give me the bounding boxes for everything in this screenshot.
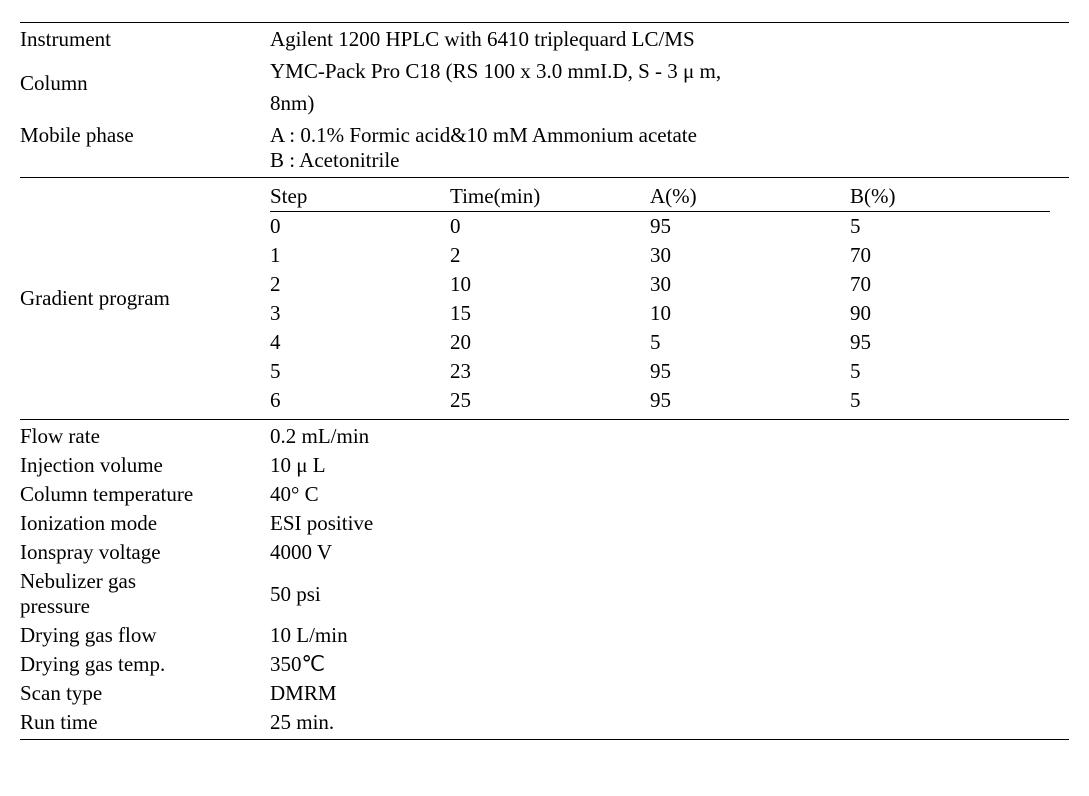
- row-drying-gas-temp: Drying gas temp. 350℃: [20, 650, 1069, 679]
- value-column: YMC-Pack Pro C18 (RS 100 x 3.0 mmI.D, S …: [270, 54, 1069, 121]
- row-drying-gas-flow: Drying gas flow 10 L/min: [20, 621, 1069, 650]
- gradient-cell-a: 5: [650, 328, 850, 357]
- value-mobile-phase-b: B : Acetonitrile: [270, 148, 1069, 173]
- gradient-cell-b: 5: [850, 386, 1050, 415]
- label-nebulizer-gas-pressure: Nebulizer gas pressure: [20, 567, 270, 621]
- row-injection-volume: Injection volume 10 μ L: [20, 451, 1069, 480]
- row-column-temperature: Column temperature 40° C: [20, 480, 1069, 509]
- value-drying-gas-flow: 10 L/min: [270, 621, 1069, 650]
- gradient-cell-b: 95: [850, 328, 1050, 357]
- label-ionization-mode: Ionization mode: [20, 509, 270, 538]
- value-instrument: Agilent 1200 HPLC with 6410 triplequard …: [270, 25, 1069, 54]
- rule-before-gradient: [20, 177, 1069, 178]
- label-ionspray-voltage: Ionspray voltage: [20, 538, 270, 567]
- label-run-time: Run time: [20, 708, 270, 737]
- gradient-row: 123070: [270, 241, 1069, 270]
- row-ionspray-voltage: Ionspray voltage 4000 V: [20, 538, 1069, 567]
- gradient-row: 00955: [270, 212, 1069, 241]
- value-flow-rate: 0.2 mL/min: [270, 422, 1069, 451]
- value-drying-gas-temp: 350℃: [270, 650, 1069, 679]
- value-injection-volume: 10 μ L: [270, 451, 1069, 480]
- row-run-time: Run time 25 min.: [20, 708, 1069, 737]
- gradient-cell-a: 95: [650, 357, 850, 386]
- row-mobile-phase: Mobile phase A : 0.1% Formic acid&10 mM …: [20, 121, 1069, 175]
- value-scan-type: DMRM: [270, 679, 1069, 708]
- value-ionization-mode: ESI positive: [270, 509, 1069, 538]
- gradient-row: 625955: [270, 386, 1069, 415]
- gradient-body: 0095512307021030703151090420595523955625…: [270, 212, 1069, 415]
- gradient-cell-time: 2: [450, 241, 650, 270]
- rule-after-gradient: [20, 419, 1069, 420]
- gradient-cell-step: 2: [270, 270, 450, 299]
- gradient-row: 3151090: [270, 299, 1069, 328]
- gradient-cell-time: 20: [450, 328, 650, 357]
- gradient-cell-time: 0: [450, 212, 650, 241]
- gradient-header-step: Step: [270, 182, 450, 212]
- value-ionspray-voltage: 4000 V: [270, 538, 1069, 567]
- label-column-temperature: Column temperature: [20, 480, 270, 509]
- gradient-cell-a: 30: [650, 241, 850, 270]
- gradient-cell-b: 70: [850, 241, 1050, 270]
- gradient-cell-a: 10: [650, 299, 850, 328]
- value-column-l2: 8nm): [270, 88, 1069, 120]
- rule-top: [20, 22, 1069, 23]
- label-flow-rate: Flow rate: [20, 422, 270, 451]
- label-instrument: Instrument: [20, 25, 270, 54]
- label-nebulizer-l2: pressure: [20, 594, 270, 619]
- gradient-cell-time: 25: [450, 386, 650, 415]
- gradient-header-time: Time(min): [450, 182, 650, 212]
- gradient-cell-time: 23: [450, 357, 650, 386]
- row-ionization-mode: Ionization mode ESI positive: [20, 509, 1069, 538]
- gradient-row: 420595: [270, 328, 1069, 357]
- label-column: Column: [20, 54, 270, 102]
- row-flow-rate: Flow rate 0.2 mL/min: [20, 422, 1069, 451]
- gradient-cell-step: 1: [270, 241, 450, 270]
- row-instrument: Instrument Agilent 1200 HPLC with 6410 t…: [20, 25, 1069, 54]
- value-mobile-phase: A : 0.1% Formic acid&10 mM Ammonium acet…: [270, 121, 1069, 175]
- label-gradient-program: Gradient program: [20, 284, 270, 313]
- label-scan-type: Scan type: [20, 679, 270, 708]
- gradient-cell-b: 70: [850, 270, 1050, 299]
- value-mobile-phase-a: A : 0.1% Formic acid&10 mM Ammonium acet…: [270, 123, 1069, 148]
- value-run-time: 25 min.: [270, 708, 1069, 737]
- label-drying-gas-temp: Drying gas temp.: [20, 650, 270, 679]
- gradient-cell-b: 5: [850, 357, 1050, 386]
- value-column-l1: YMC-Pack Pro C18 (RS 100 x 3.0 mmI.D, S …: [270, 56, 1069, 88]
- label-mobile-phase: Mobile phase: [20, 121, 270, 150]
- gradient-table: Step Time(min) A(%) B(%) 009551230702103…: [270, 180, 1069, 417]
- gradient-header-row: Step Time(min) A(%) B(%): [270, 182, 1069, 212]
- label-injection-volume: Injection volume: [20, 451, 270, 480]
- gradient-row: 523955: [270, 357, 1069, 386]
- gradient-cell-step: 5: [270, 357, 450, 386]
- gradient-cell-step: 6: [270, 386, 450, 415]
- value-column-temperature: 40° C: [270, 480, 1069, 509]
- row-scan-type: Scan type DMRM: [20, 679, 1069, 708]
- gradient-row: 2103070: [270, 270, 1069, 299]
- gradient-cell-a: 95: [650, 212, 850, 241]
- row-gradient-program: Gradient program Step Time(min) A(%) B(%…: [20, 180, 1069, 417]
- gradient-header-b: B(%): [850, 182, 1050, 212]
- rule-bottom: [20, 739, 1069, 740]
- parameters-table: Instrument Agilent 1200 HPLC with 6410 t…: [20, 22, 1069, 740]
- label-drying-gas-flow: Drying gas flow: [20, 621, 270, 650]
- gradient-cell-step: 4: [270, 328, 450, 357]
- label-nebulizer-l1: Nebulizer gas: [20, 569, 270, 594]
- gradient-cell-a: 30: [650, 270, 850, 299]
- value-nebulizer-gas-pressure: 50 psi: [270, 580, 1069, 609]
- gradient-cell-b: 5: [850, 212, 1050, 241]
- gradient-cell-time: 10: [450, 270, 650, 299]
- gradient-cell-step: 3: [270, 299, 450, 328]
- gradient-cell-step: 0: [270, 212, 450, 241]
- gradient-cell-a: 95: [650, 386, 850, 415]
- row-column: Column YMC-Pack Pro C18 (RS 100 x 3.0 mm…: [20, 54, 1069, 121]
- gradient-cell-b: 90: [850, 299, 1050, 328]
- row-nebulizer-gas-pressure: Nebulizer gas pressure 50 psi: [20, 567, 1069, 621]
- gradient-header-a: A(%): [650, 182, 850, 212]
- gradient-cell-time: 15: [450, 299, 650, 328]
